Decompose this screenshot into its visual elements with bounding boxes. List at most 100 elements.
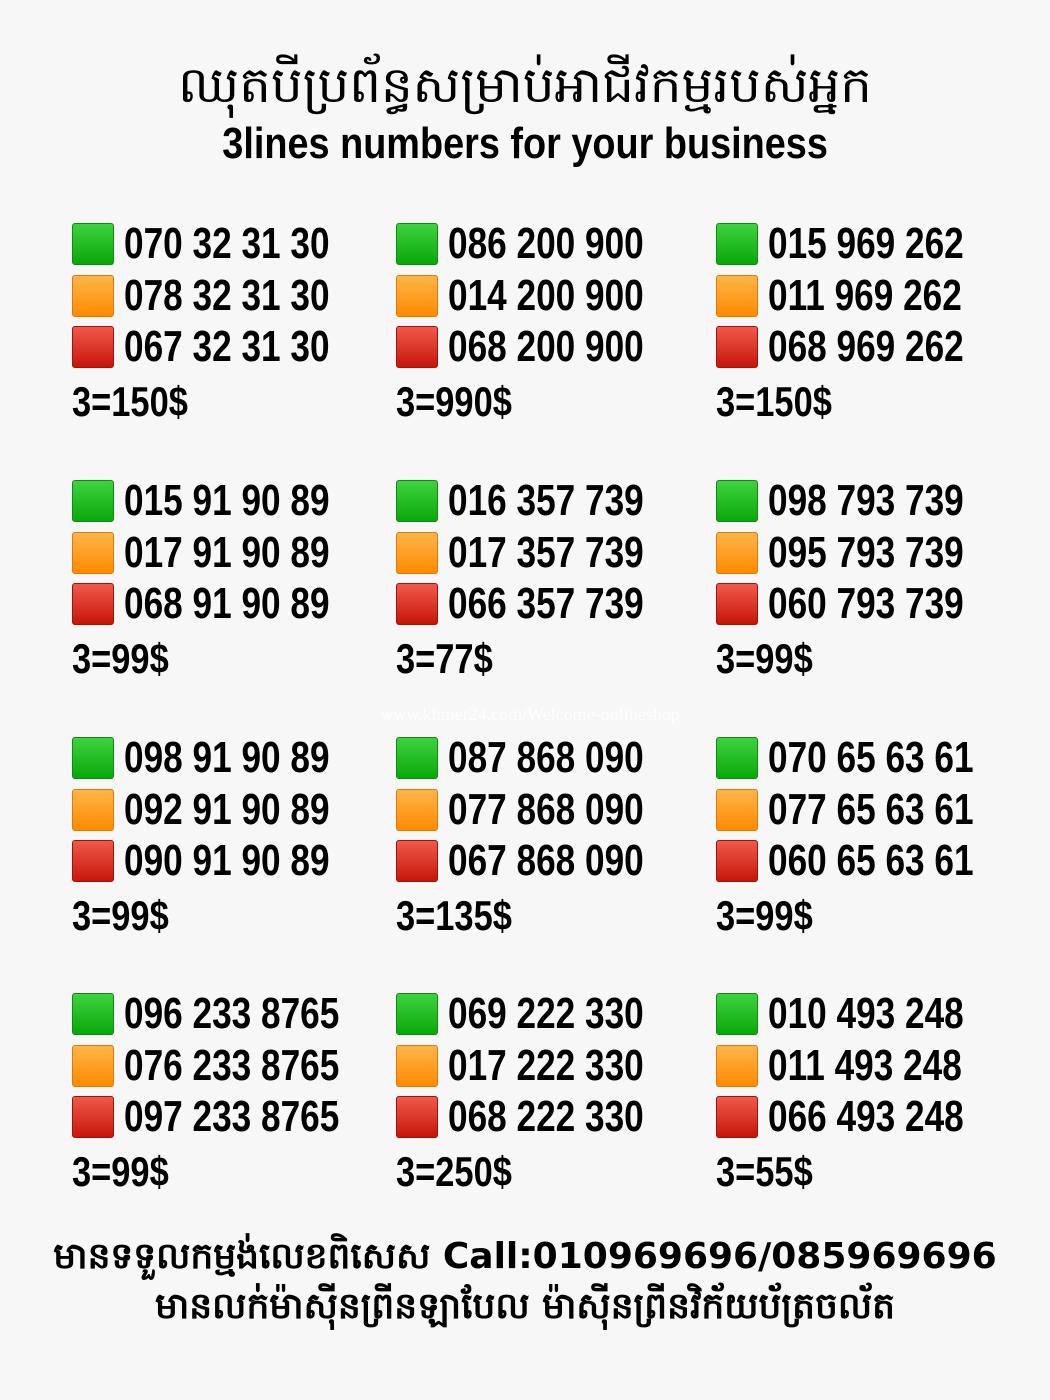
- footer-line-2: មានលក់ម៉ាស៊ីនព្រីនឡាបែល ម៉ាស៊ីនព្រីនវិក័…: [155, 1286, 895, 1327]
- phone-number: 077 65 63 61: [768, 784, 974, 834]
- number-row: 095 793 739: [716, 527, 1013, 577]
- phone-number: 068 91 90 89: [124, 579, 330, 628]
- phone-number: 068 969 262: [768, 322, 964, 371]
- number-row: 086 200 900: [396, 222, 693, 266]
- red-square-icon: [716, 583, 758, 625]
- price-label: 3=250$: [396, 1148, 512, 1195]
- phone-number: 076 233 8765: [124, 1040, 340, 1090]
- phone-number: 014 200 900: [448, 270, 644, 320]
- phone-number: 017 357 739: [448, 527, 644, 577]
- phone-number: 068 222 330: [448, 1092, 644, 1141]
- number-row: 069 222 330: [396, 992, 693, 1036]
- phone-number: 068 200 900: [448, 322, 644, 371]
- phone-number: 067 32 31 30: [124, 322, 330, 371]
- number-group: 087 868 090 077 868 090 067 868 090 3=135$: [396, 736, 706, 956]
- number-row: 068 222 330: [396, 1095, 693, 1139]
- number-group: 098 91 90 89 092 91 90 89 090 91 90 89 3=99…: [72, 736, 382, 956]
- phone-number: 069 222 330: [448, 989, 644, 1038]
- orange-square-icon: [716, 1044, 758, 1087]
- number-row: 070 32 31 30: [72, 222, 381, 266]
- red-square-icon: [72, 840, 114, 882]
- orange-square-icon: [396, 531, 438, 574]
- red-square-icon: [396, 326, 438, 368]
- price-label: 3=135$: [396, 892, 512, 939]
- number-row: 090 91 90 89: [72, 839, 381, 883]
- price-label: 3=99$: [72, 1148, 169, 1195]
- price-label: 3=99$: [716, 892, 813, 939]
- title-khmer: ឈុតបីប្រព័ន្ធសម្រាប់អាជីវកម្មរបស់អ្នក: [178, 56, 872, 114]
- phone-number: 098 793 739: [768, 476, 964, 525]
- phone-number: 086 200 900: [448, 219, 644, 268]
- orange-square-icon: [716, 274, 758, 317]
- green-square-icon: [716, 993, 758, 1035]
- title-english-text: 3lines numbers for your business: [222, 119, 828, 168]
- green-square-icon: [396, 737, 438, 779]
- green-square-icon: [72, 993, 114, 1035]
- number-row: 077 65 63 61: [716, 784, 1025, 834]
- green-square-icon: [396, 480, 438, 522]
- price-label: 3=77$: [396, 635, 493, 682]
- number-row: 068 91 90 89: [72, 582, 381, 626]
- number-row: 097 233 8765: [72, 1095, 393, 1139]
- number-group: 016 357 739 017 357 739 066 357 739 3=77$: [396, 479, 706, 699]
- phone-number: 097 233 8765: [124, 1092, 340, 1141]
- red-square-icon: [716, 1096, 758, 1138]
- price-label: 3=55$: [716, 1148, 813, 1195]
- phone-number: 098 91 90 89: [124, 733, 330, 782]
- phone-number: 011 969 262: [768, 270, 962, 320]
- phone-number: 066 493 248: [768, 1092, 964, 1141]
- green-square-icon: [716, 737, 758, 779]
- number-row: 096 233 8765: [72, 992, 393, 1036]
- number-row: 076 233 8765: [72, 1040, 393, 1090]
- phone-number: 070 65 63 61: [768, 733, 974, 782]
- phone-number: 067 868 090: [448, 836, 644, 885]
- red-square-icon: [396, 583, 438, 625]
- number-row: 087 868 090: [396, 736, 693, 780]
- phone-number: 078 32 31 30: [124, 270, 330, 320]
- phone-number: 066 357 739: [448, 579, 644, 628]
- number-group: 070 32 31 30 078 32 31 30 067 32 31 30 3=15…: [72, 222, 382, 442]
- number-row: 015 91 90 89: [72, 479, 381, 523]
- number-row: 068 200 900: [396, 325, 693, 369]
- number-row: 017 91 90 89: [72, 527, 381, 577]
- orange-square-icon: [716, 531, 758, 574]
- green-square-icon: [716, 480, 758, 522]
- price-label: 3=99$: [72, 892, 169, 939]
- phone-number: 060 65 63 61: [768, 836, 974, 885]
- orange-square-icon: [396, 788, 438, 831]
- number-row: 011 969 262: [716, 270, 1010, 320]
- number-group: 069 222 330 017 222 330 068 222 330 3=250$: [396, 992, 706, 1212]
- phone-number: 070 32 31 30: [124, 219, 330, 268]
- number-row: 014 200 900: [396, 270, 693, 320]
- number-row: 060 65 63 61: [716, 839, 1025, 883]
- phone-number: 017 91 90 89: [124, 527, 330, 577]
- phone-number: 090 91 90 89: [124, 836, 330, 885]
- number-row: 066 357 739: [396, 582, 693, 626]
- phone-number: 011 493 248: [768, 1040, 962, 1090]
- footer-line-1: មានទទួលកម្មង់លេខពិសេស Call:010969696/085…: [53, 1236, 997, 1277]
- number-row: 015 969 262: [716, 222, 1013, 266]
- number-row: 067 32 31 30: [72, 325, 381, 369]
- number-row: 017 222 330: [396, 1043, 693, 1088]
- number-group: 086 200 900 014 200 900 068 200 900 3=990$: [396, 222, 706, 442]
- phone-number: 095 793 739: [768, 527, 964, 577]
- phone-number: 092 91 90 89: [124, 784, 330, 834]
- number-row: 068 969 262: [716, 325, 1013, 369]
- phone-number: 015 969 262: [768, 219, 964, 268]
- red-square-icon: [72, 583, 114, 625]
- number-row: 016 357 739: [396, 479, 693, 523]
- number-group: 015 969 262 011 969 262 068 969 262 3=150$: [716, 222, 1026, 442]
- number-row: 017 357 739: [396, 527, 693, 577]
- phone-number: 096 233 8765: [124, 989, 340, 1038]
- number-row: 077 868 090: [396, 784, 693, 834]
- phone-number: 060 793 739: [768, 579, 964, 628]
- orange-square-icon: [72, 274, 114, 317]
- number-row: 060 793 739: [716, 582, 1013, 626]
- orange-square-icon: [72, 531, 114, 574]
- orange-square-icon: [72, 1044, 114, 1087]
- number-group: 096 233 8765 076 233 8765 097 233 8765 3=99…: [72, 992, 382, 1212]
- phone-number: 077 868 090: [448, 784, 644, 834]
- green-square-icon: [396, 993, 438, 1035]
- number-row: 078 32 31 30: [72, 270, 381, 320]
- orange-square-icon: [396, 274, 438, 317]
